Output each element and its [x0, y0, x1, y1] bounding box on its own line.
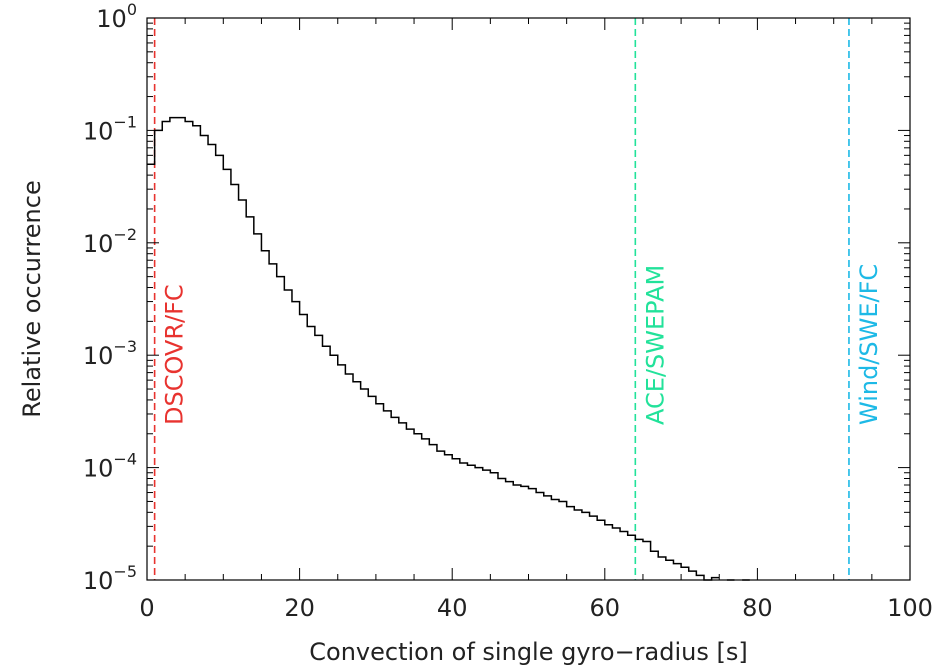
y-tick-base: 10 — [83, 117, 114, 145]
x-tick-labels: 0 20 40 60 80 100 — [139, 594, 933, 622]
reference-line-label: ACE/SWEPAM — [641, 265, 669, 425]
y-tick-exponent: −1 — [113, 112, 137, 131]
y-axis-title: Relative occurrence — [18, 180, 46, 417]
y-tick-base: 10 — [96, 5, 127, 33]
y-tick-base: 10 — [83, 567, 114, 595]
reference-line-label: Wind/SWE/FC — [855, 264, 883, 425]
y-tick-base: 10 — [83, 455, 114, 483]
x-tick-label: 80 — [742, 594, 773, 622]
reference-line-label: DSCOVR/FC — [161, 284, 189, 425]
y-tick-base: 10 — [83, 230, 114, 258]
plot-frame — [146, 17, 911, 581]
x-tick-label: 60 — [590, 594, 621, 622]
y-tick-exponent: 0 — [127, 0, 137, 19]
y-tick-label: 10−4 — [83, 450, 137, 483]
y-tick-label: 10−5 — [83, 562, 137, 595]
axis-ticks — [146, 17, 911, 581]
y-tick-exponent: −3 — [113, 337, 137, 356]
y-tick-exponent: −2 — [113, 225, 137, 244]
y-tick-label: 10−1 — [83, 112, 137, 145]
y-tick-label: 10−3 — [83, 337, 137, 370]
y-tick-exponent: −5 — [113, 562, 137, 581]
x-tick-label: 20 — [284, 594, 315, 622]
x-axis-title: Convection of single gyro−radius [s] — [309, 638, 747, 666]
x-tick-label: 0 — [139, 594, 154, 622]
y-tick-label: 10−2 — [83, 225, 137, 258]
y-tick-exponent: −4 — [113, 450, 137, 469]
x-tick-label: 100 — [887, 594, 933, 622]
x-tick-label: 40 — [437, 594, 468, 622]
y-tick-base: 10 — [83, 342, 114, 370]
plot-content: DSCOVR/FC ACE/SWEPAM Wind/SWE/FC — [147, 18, 883, 581]
y-tick-label: 100 — [96, 0, 137, 33]
